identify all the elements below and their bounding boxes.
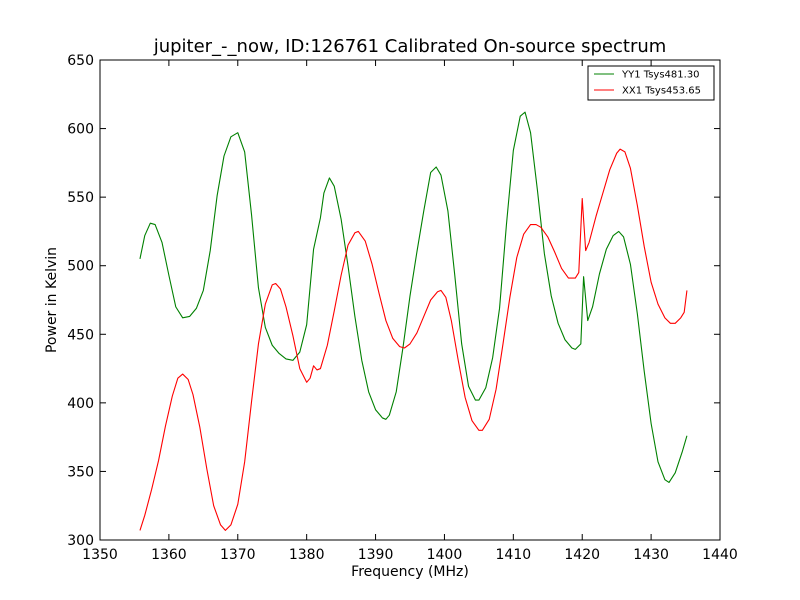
x-tick-label: 1360 <box>151 547 187 563</box>
y-tick-label: 650 <box>67 53 94 69</box>
y-tick-label: 300 <box>67 533 94 549</box>
y-tick-label: 450 <box>67 327 94 343</box>
series-line-0 <box>139 111 688 483</box>
y-tick-label: 350 <box>67 464 94 480</box>
x-tick-label: 1350 <box>82 547 118 563</box>
x-axis-label: Frequency (MHz) <box>351 564 469 580</box>
y-tick-label: 400 <box>67 396 94 412</box>
y-axis: 300 350 400 450 500 550 600 650 <box>67 53 720 549</box>
y-tick-label: 600 <box>67 122 94 138</box>
x-tick-label: 1440 <box>702 547 738 563</box>
plot-background <box>100 60 720 540</box>
series-line-1 <box>139 148 688 531</box>
x-tick-label: 1370 <box>220 547 256 563</box>
x-tick-label: 1400 <box>427 547 463 563</box>
x-tick-label: 1420 <box>564 547 600 563</box>
y-tick-label: 500 <box>67 259 94 275</box>
plot-frame <box>99 59 721 541</box>
x-tick-label: 1380 <box>289 547 325 563</box>
x-axis: 1350 1360 1370 1380 1390 1400 1410 1420 1430 1440 <box>82 60 738 563</box>
y-axis-label: Power in Kelvin <box>44 247 60 353</box>
y-tick-label: 550 <box>67 190 94 206</box>
legend-box <box>587 65 715 101</box>
plot-area <box>99 59 721 541</box>
series-layer <box>139 111 688 531</box>
legend-label-yy1: YY1 Tsys481.30 <box>621 70 700 81</box>
chart-title: jupiter_-_now, ID:126761 Calibrated On-s… <box>153 36 667 57</box>
legend: YY1 Tsys481.30 XX1 Tsys453.65 <box>587 65 715 101</box>
x-tick-label: 1430 <box>633 547 669 563</box>
x-tick-label: 1410 <box>496 547 532 563</box>
x-tick-label: 1390 <box>358 547 394 563</box>
legend-label-xx1: XX1 Tsys453.65 <box>622 86 701 97</box>
